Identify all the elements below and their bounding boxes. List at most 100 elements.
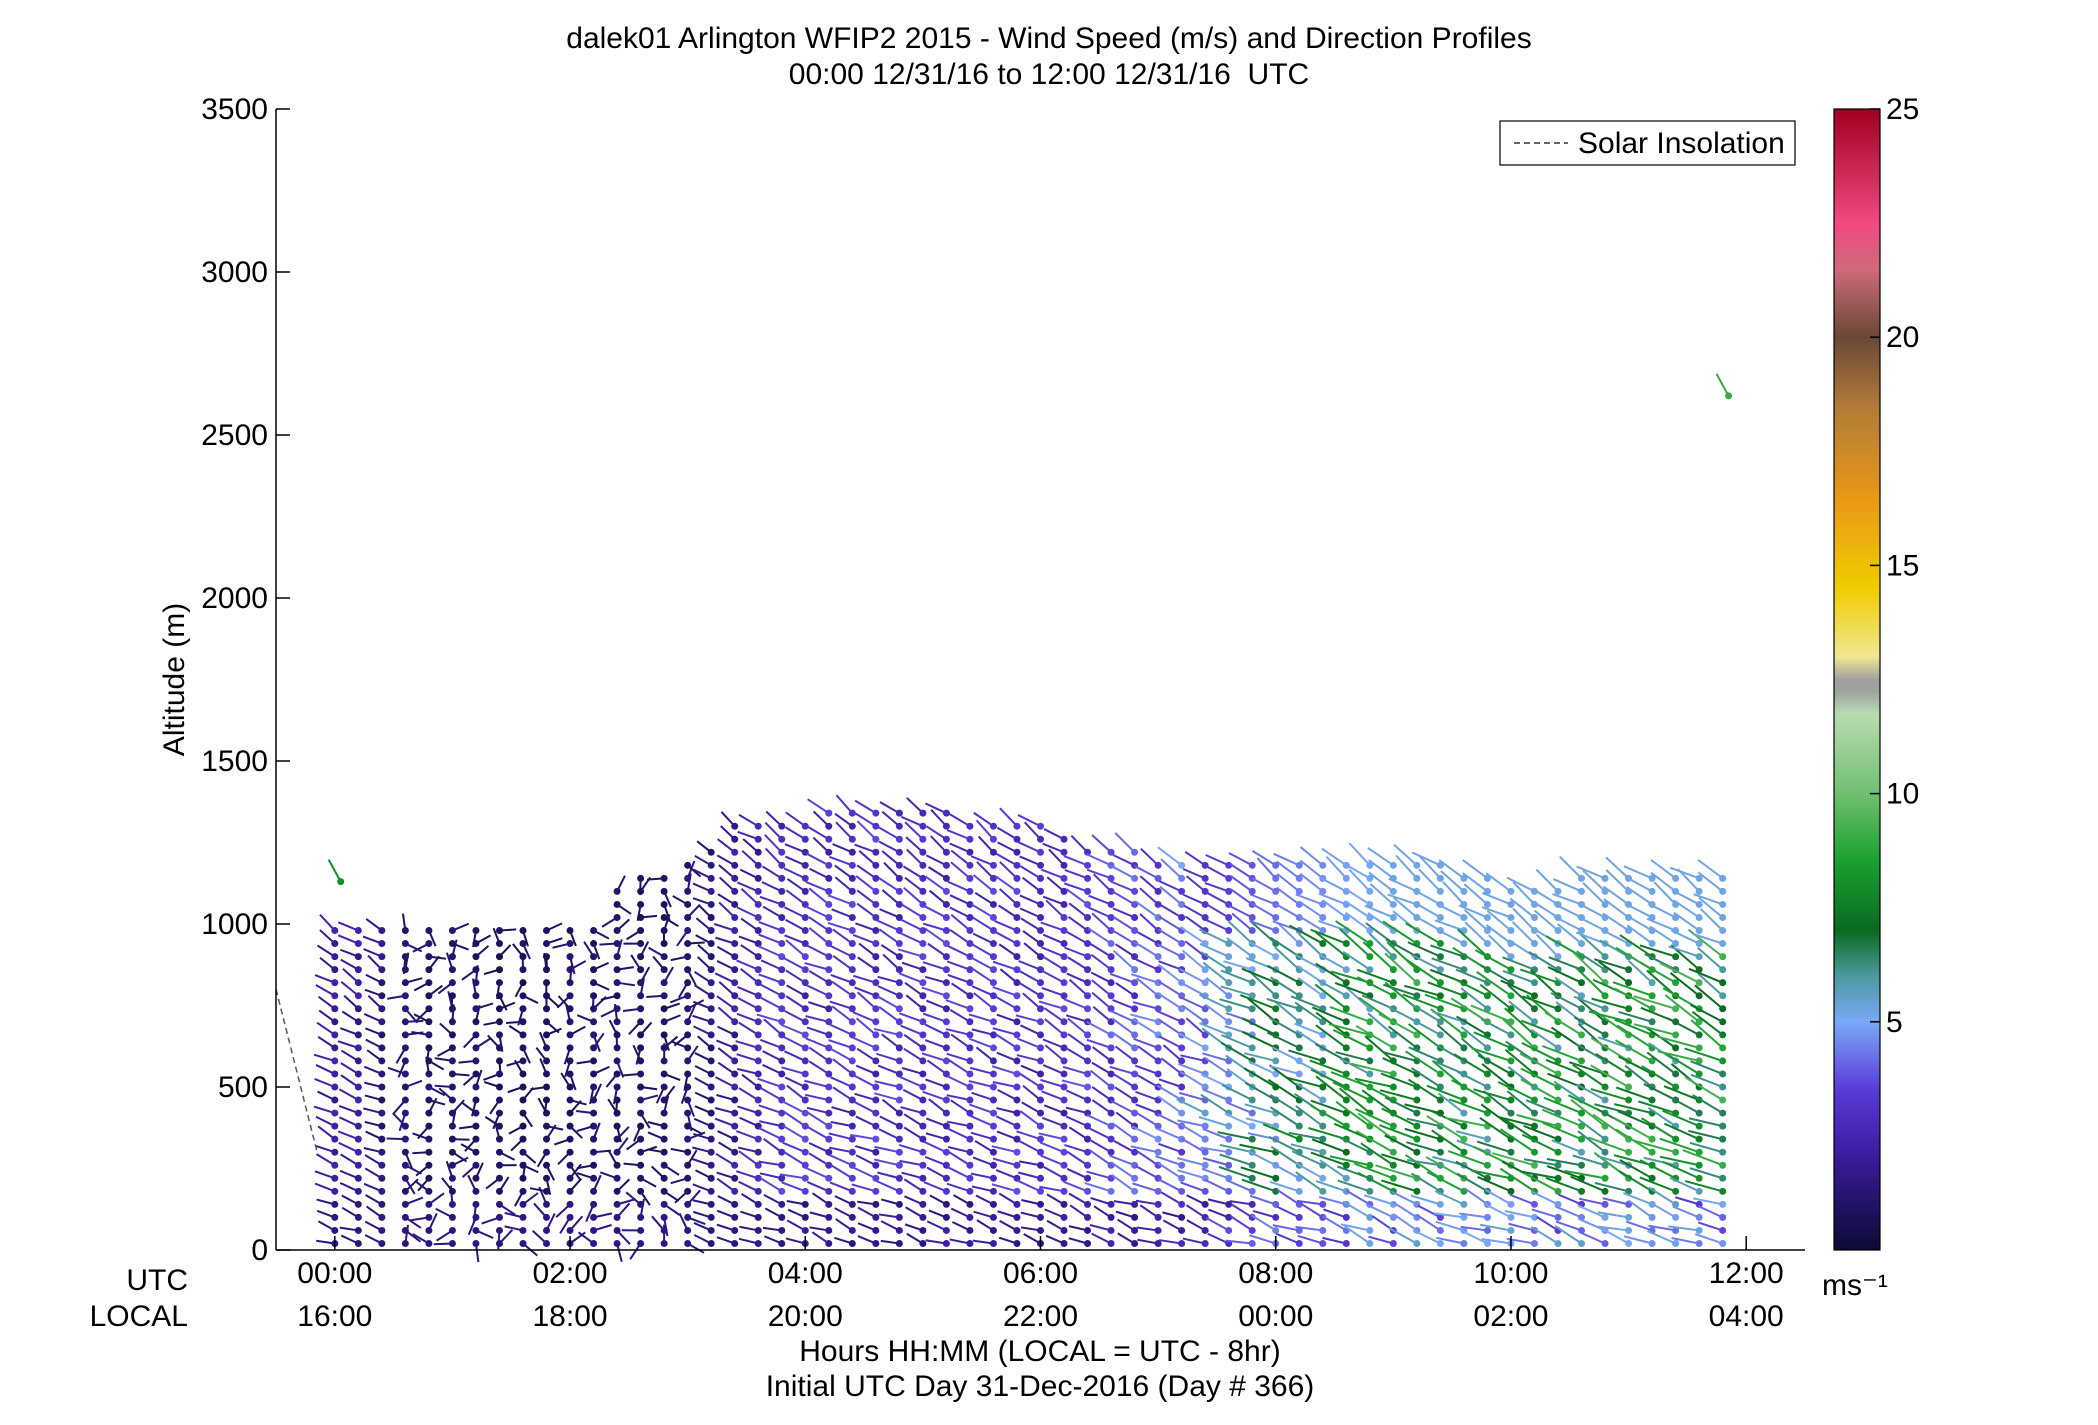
wind-barb: [1578, 1217, 1606, 1232]
wind-point: [1107, 1109, 1115, 1117]
wind-barb: [1067, 956, 1089, 971]
wind-point: [989, 822, 997, 830]
wind-barb: [757, 945, 783, 958]
wind-point: [1601, 1174, 1609, 1182]
wind-barb: [855, 1145, 877, 1154]
wind-point: [754, 1018, 762, 1026]
wind-point: [1483, 940, 1491, 948]
wind-barb: [899, 1159, 924, 1167]
wind-point: [1295, 1044, 1303, 1052]
wind-barb: [1297, 1234, 1324, 1245]
wind-barb: [805, 1015, 830, 1023]
wind-barb: [736, 906, 759, 919]
wind-point: [942, 1005, 950, 1013]
wind-point: [1060, 1161, 1068, 1169]
wind-barb: [1345, 911, 1371, 932]
wind-point: [895, 1226, 903, 1234]
wind-point: [331, 979, 339, 987]
wind-barb: [999, 968, 1018, 984]
wind-point: [1578, 1226, 1586, 1234]
wind-barb: [718, 901, 736, 919]
wind-point: [872, 1070, 880, 1078]
wind-point: [684, 1135, 692, 1143]
wind-point: [660, 927, 668, 935]
wind-point: [543, 1070, 551, 1078]
wind-barb: [804, 962, 830, 971]
wind-point: [1013, 913, 1021, 921]
wind-barb: [1181, 1004, 1206, 1023]
wind-barb: [1666, 1017, 1700, 1036]
wind-point: [919, 874, 927, 882]
wind-barb: [970, 903, 994, 919]
wind-point: [1060, 992, 1068, 1000]
wind-barb: [1067, 1033, 1089, 1049]
wind-point: [801, 1057, 809, 1065]
wind-barb: [1112, 907, 1135, 919]
wind-barb: [1271, 1046, 1300, 1062]
wind-point: [1084, 953, 1092, 961]
wind-barb: [1500, 979, 1535, 997]
wind-point: [1507, 1057, 1515, 1065]
wind-point: [331, 1213, 339, 1221]
wind-barb: [947, 973, 971, 984]
wind-point: [1178, 1226, 1186, 1234]
wind-point: [1107, 1226, 1115, 1234]
wind-point: [519, 1044, 527, 1052]
wind-barb: [1675, 1196, 1700, 1206]
wind-barb: [1200, 1093, 1230, 1114]
wind-barb: [1625, 914, 1653, 932]
wind-point: [1460, 1213, 1468, 1221]
wind-barb: [950, 914, 971, 932]
wind-point: [731, 822, 739, 830]
wind-barb: [1384, 1096, 1418, 1114]
wind-barb: [1111, 1174, 1136, 1193]
wind-barb: [1693, 933, 1723, 945]
wind-barb: [1226, 937, 1253, 958]
wind-barb: [927, 866, 947, 880]
wind-point: [1719, 1057, 1727, 1065]
wind-barb: [1411, 851, 1441, 867]
wind-barb: [947, 1127, 971, 1141]
wind-point: [1366, 1070, 1374, 1078]
wind-barb: [1315, 1024, 1347, 1049]
wind-point: [1201, 1161, 1209, 1169]
wind-barb: [850, 1133, 877, 1141]
wind-point: [1084, 874, 1092, 882]
wind-point: [1695, 1148, 1703, 1156]
y-tick-label: 3000: [201, 256, 268, 289]
wind-barb: [947, 1166, 971, 1180]
wind-barb: [785, 918, 806, 932]
wind-barb: [1113, 1140, 1136, 1154]
wind-barb: [1204, 1003, 1230, 1023]
wind-point: [1625, 1148, 1633, 1156]
wind-point: [637, 1018, 645, 1026]
wind-barb: [853, 974, 877, 984]
wind-barb: [1041, 970, 1065, 984]
wind-point: [707, 1044, 715, 1052]
wind-point: [895, 1200, 903, 1208]
wind-point: [919, 966, 927, 974]
wind-point: [1436, 979, 1444, 987]
wind-point: [684, 1148, 692, 1156]
wind-barb: [1061, 1079, 1088, 1088]
wind-point: [1719, 1044, 1727, 1052]
wind-barb: [1715, 373, 1730, 397]
wind-barb: [1086, 868, 1112, 880]
chart-subtitle: 00:00 12/31/16 to 12:00 12/31/16 UTC: [788, 58, 1310, 91]
wind-point: [613, 1044, 621, 1052]
wind-barb: [1114, 1086, 1136, 1101]
wind-point: [778, 822, 786, 830]
wind-point: [613, 1070, 621, 1078]
wind-point: [519, 1018, 527, 1026]
wind-point: [966, 1018, 974, 1026]
wind-barb: [1269, 1106, 1300, 1127]
wind-barb: [1220, 969, 1253, 984]
wind-point: [1248, 1044, 1256, 1052]
wind-point: [1483, 992, 1491, 1000]
wind-point: [1295, 940, 1303, 948]
wind-point: [754, 953, 762, 961]
wind-barb: [1590, 1037, 1630, 1062]
wind-point: [1084, 887, 1092, 895]
wind-barb: [1624, 875, 1653, 893]
wind-point: [543, 953, 551, 961]
